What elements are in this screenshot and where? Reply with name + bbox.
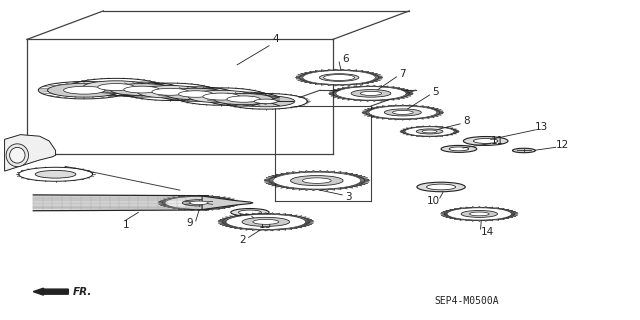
Ellipse shape xyxy=(360,91,381,95)
Ellipse shape xyxy=(72,79,159,95)
Ellipse shape xyxy=(35,171,76,178)
Ellipse shape xyxy=(152,88,189,95)
Ellipse shape xyxy=(179,91,213,97)
Ellipse shape xyxy=(63,86,105,94)
Ellipse shape xyxy=(10,148,25,163)
Ellipse shape xyxy=(449,147,468,151)
Ellipse shape xyxy=(227,94,305,108)
Ellipse shape xyxy=(303,178,331,183)
Ellipse shape xyxy=(239,210,261,215)
Ellipse shape xyxy=(253,220,279,224)
Ellipse shape xyxy=(324,75,355,81)
Ellipse shape xyxy=(83,81,149,93)
Ellipse shape xyxy=(203,93,239,100)
Ellipse shape xyxy=(124,86,159,93)
Polygon shape xyxy=(33,195,209,211)
Ellipse shape xyxy=(470,212,489,216)
Ellipse shape xyxy=(98,84,134,91)
Ellipse shape xyxy=(447,208,511,220)
Text: 4: 4 xyxy=(272,35,278,44)
Text: 3: 3 xyxy=(346,192,352,203)
Ellipse shape xyxy=(47,83,121,97)
Ellipse shape xyxy=(273,172,361,189)
Ellipse shape xyxy=(137,85,204,98)
Ellipse shape xyxy=(242,217,290,226)
Ellipse shape xyxy=(127,84,214,100)
Ellipse shape xyxy=(254,99,277,103)
Ellipse shape xyxy=(416,129,443,134)
Text: 13: 13 xyxy=(535,122,548,132)
Ellipse shape xyxy=(182,200,216,206)
Ellipse shape xyxy=(392,110,413,114)
Ellipse shape xyxy=(226,214,306,229)
Ellipse shape xyxy=(237,96,295,107)
Ellipse shape xyxy=(385,109,421,116)
Ellipse shape xyxy=(303,70,376,84)
Ellipse shape xyxy=(21,168,90,181)
Ellipse shape xyxy=(189,201,208,204)
Ellipse shape xyxy=(231,209,269,216)
Ellipse shape xyxy=(461,211,497,217)
Text: 2: 2 xyxy=(239,235,246,245)
Ellipse shape xyxy=(6,144,29,167)
Text: 14: 14 xyxy=(481,227,493,237)
Ellipse shape xyxy=(227,96,260,102)
Ellipse shape xyxy=(110,84,173,96)
Text: 15: 15 xyxy=(259,220,273,230)
Ellipse shape xyxy=(369,106,437,119)
FancyArrow shape xyxy=(33,288,68,295)
Text: 6: 6 xyxy=(342,54,349,64)
Text: 9: 9 xyxy=(186,219,193,228)
Ellipse shape xyxy=(417,182,465,192)
Text: 5: 5 xyxy=(433,87,439,97)
Ellipse shape xyxy=(214,93,273,105)
Ellipse shape xyxy=(165,88,227,100)
Ellipse shape xyxy=(474,139,498,143)
Text: 10: 10 xyxy=(427,196,440,206)
Ellipse shape xyxy=(178,88,265,105)
Ellipse shape xyxy=(441,145,477,152)
Ellipse shape xyxy=(513,148,536,153)
Ellipse shape xyxy=(463,137,508,145)
Ellipse shape xyxy=(291,176,343,186)
Text: 12: 12 xyxy=(556,140,569,150)
Ellipse shape xyxy=(165,196,233,209)
Ellipse shape xyxy=(104,83,179,97)
Ellipse shape xyxy=(41,82,128,99)
Ellipse shape xyxy=(351,90,391,97)
Polygon shape xyxy=(4,135,56,171)
Ellipse shape xyxy=(319,74,359,81)
Text: 11: 11 xyxy=(490,136,504,146)
Polygon shape xyxy=(202,196,253,210)
Text: 7: 7 xyxy=(399,69,406,79)
Ellipse shape xyxy=(422,130,437,133)
Text: SEP4-M0500A: SEP4-M0500A xyxy=(435,296,499,306)
Ellipse shape xyxy=(159,87,232,101)
Ellipse shape xyxy=(336,87,406,100)
Text: 8: 8 xyxy=(463,116,470,126)
Ellipse shape xyxy=(188,90,254,103)
Text: 1: 1 xyxy=(122,220,129,230)
Text: FR.: FR. xyxy=(73,287,92,297)
Ellipse shape xyxy=(209,92,278,106)
Ellipse shape xyxy=(426,184,456,190)
Ellipse shape xyxy=(405,127,454,136)
